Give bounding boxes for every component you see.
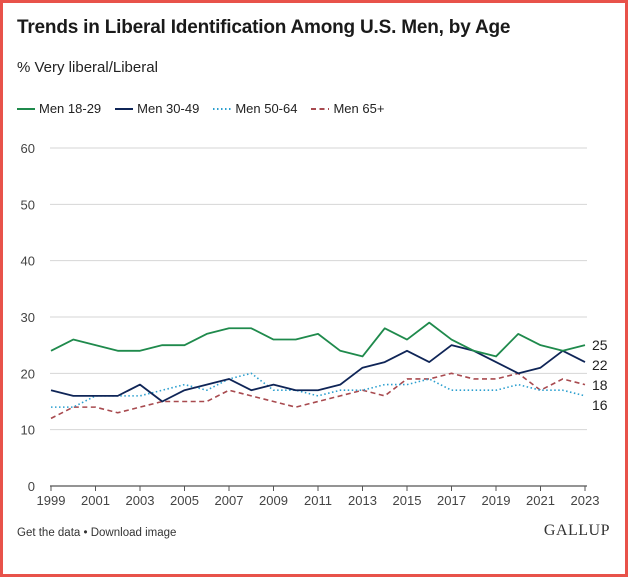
series-line-men-65 xyxy=(50,372,586,420)
x-tick-label: 2023 xyxy=(571,493,600,508)
legend-item-men-50-64: Men 50-64 xyxy=(213,101,297,116)
legend-swatch xyxy=(311,107,330,110)
legend-swatch xyxy=(115,107,134,110)
legend-item-men-65: Men 65+ xyxy=(311,101,384,116)
x-tick-label: 2021 xyxy=(526,493,555,508)
legend-label: Men 30-49 xyxy=(137,101,200,116)
x-tick-label: 1999 xyxy=(37,493,66,508)
chart-title: Trends in Liberal Identification Among U… xyxy=(17,17,511,38)
footer-separator: • xyxy=(83,527,88,539)
x-tick-label: 2005 xyxy=(170,493,199,508)
x-tick-label: 2007 xyxy=(215,493,244,508)
download-image-link[interactable]: Download image xyxy=(90,527,177,539)
get-data-link[interactable]: Get the data xyxy=(17,527,81,539)
legend-label: Men 18-29 xyxy=(39,101,102,116)
y-tick-label: 50 xyxy=(21,197,35,212)
legend-label: Men 50-64 xyxy=(235,101,298,116)
x-tick-label: 2003 xyxy=(126,493,155,508)
x-tick-label: 2015 xyxy=(393,493,422,508)
legend-item-men-30-49: Men 30-49 xyxy=(115,101,199,116)
series-line-men-18-29 xyxy=(50,321,586,358)
line-chart: 0 10 20 30 40 50 60 1999 2001 2003 2005 2007 2009 201… xyxy=(21,141,608,508)
y-tick-label: 30 xyxy=(21,310,35,325)
legend-item-men-18-29: Men 18-29 xyxy=(17,101,101,116)
x-tick-label: 2009 xyxy=(259,493,288,508)
gallup-logo: GALLUP xyxy=(543,522,610,539)
x-tick-label: 2011 xyxy=(304,493,332,508)
legend-swatch xyxy=(17,107,35,110)
y-tick-label: 20 xyxy=(21,366,35,381)
legend-swatch xyxy=(213,107,232,110)
chart-legend: Men 18-29 Men 30-49 Men 50-64 Men 65+ xyxy=(17,101,398,116)
end-label-men-65: 18 xyxy=(592,377,608,393)
x-tick-label: 2019 xyxy=(482,493,511,508)
end-label-men-30-49: 22 xyxy=(592,357,608,373)
series-line-men-50-64 xyxy=(51,372,586,408)
y-tick-label: 60 xyxy=(21,141,35,156)
legend-label: Men 65+ xyxy=(333,101,385,116)
end-label-men-50-64: 16 xyxy=(592,397,608,413)
y-tick-label: 0 xyxy=(28,479,35,494)
x-tick-label: 2013 xyxy=(348,493,377,508)
series-line-men-30-49 xyxy=(50,344,586,403)
end-label-men-18-29: 25 xyxy=(592,337,608,353)
y-tick-label: 40 xyxy=(21,254,35,269)
x-tick-label: 2017 xyxy=(437,493,466,508)
y-tick-label: 10 xyxy=(21,423,35,438)
footer-links: Get the data • Download image xyxy=(17,527,176,539)
chart-subtitle: % Very liberal/Liberal xyxy=(17,59,158,76)
x-tick-label: 2001 xyxy=(81,493,110,508)
